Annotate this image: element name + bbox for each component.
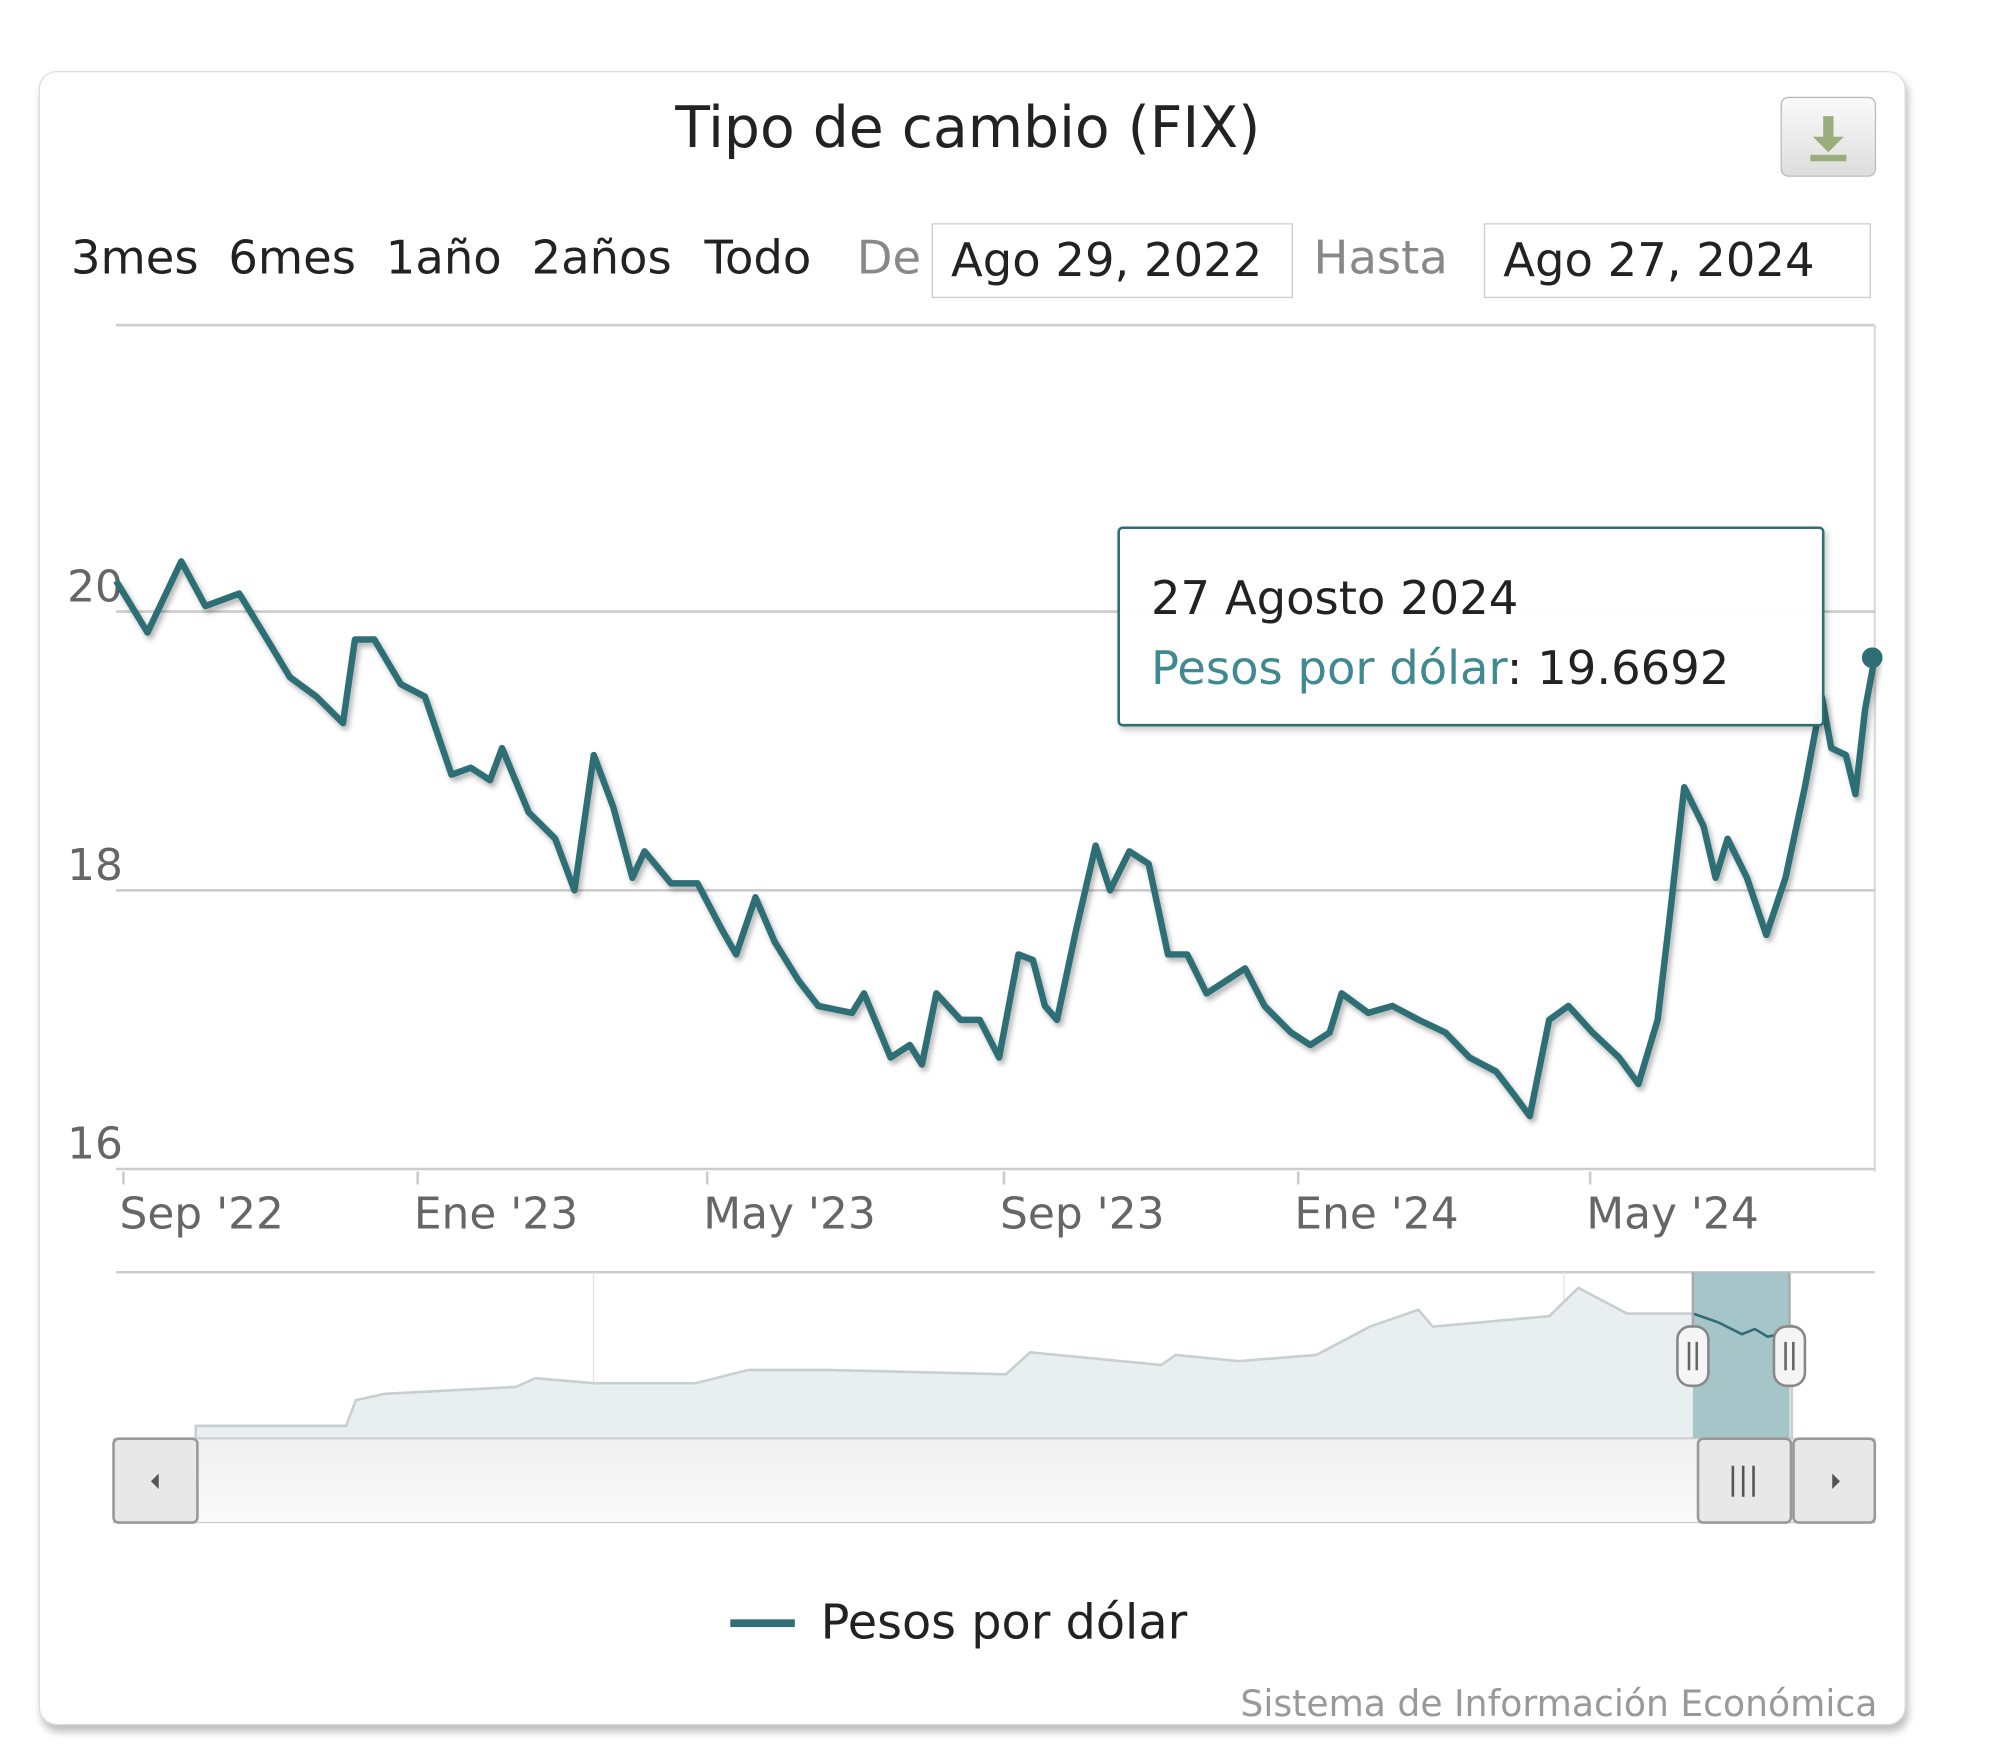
x-tick-label: Ene '24 [1294,1188,1458,1239]
tooltip-series-name: Pesos por dólar [1150,642,1507,696]
from-date-input[interactable]: Ago 29, 2022 [931,223,1293,299]
x-tick-label: May '23 [703,1188,875,1239]
arrow-left-icon [150,1473,159,1490]
hover-marker [1861,647,1883,669]
range-1ano-button[interactable]: 1año [385,232,502,286]
scrollbar-track[interactable] [112,1438,1876,1524]
legend-label: Pesos por dólar [820,1594,1188,1651]
to-date-input[interactable]: Ago 27, 2024 [1483,223,1871,299]
x-tick-label: May '24 [1586,1188,1758,1239]
from-label: De [856,232,922,286]
legend-swatch [730,1618,795,1627]
scrollbar-thumb[interactable] [1696,1437,1793,1524]
legend-item-pesos-por-dolar[interactable]: Pesos por dólar [730,1595,1187,1650]
range-3mes-button[interactable]: 3mes [70,232,199,286]
tooltip: 27 Agosto 2024 Pesos por dólar: 19.6692 [1117,526,1825,727]
arrow-right-icon [1832,1473,1840,1490]
grip-icon [1731,1465,1755,1497]
y-tick-label: 20 [67,561,123,612]
grip-icon [1687,1341,1699,1371]
tooltip-date: 27 Agosto 2024 [1150,572,1519,626]
navigator-left-handle[interactable] [1676,1272,1710,1388]
tooltip-colon: : [1506,642,1538,696]
scrollbar-left-button[interactable] [112,1437,199,1524]
navigator-selected-line [1692,1312,1790,1339]
range-6mes-button[interactable]: 6mes [228,232,356,286]
series-line-pesos-por-dolar [113,558,1878,1120]
grip-icon [1784,1341,1795,1371]
navigator-area [194,1286,1794,1440]
chart-title: Tipo de cambio (FIX) [675,95,1261,162]
tooltip-value: 19.6692 [1537,642,1730,696]
x-tick-label: Ene '23 [414,1188,578,1239]
x-tick-label: Sep '23 [1000,1188,1164,1239]
y-tick-label: 16 [67,1119,123,1170]
range-2anos-button[interactable]: 2años [531,232,672,286]
scrollbar-right-button[interactable] [1792,1437,1877,1524]
range-todo-button[interactable]: Todo [704,232,812,286]
x-tick-label: Sep '22 [119,1188,283,1239]
download-button[interactable] [1780,96,1877,177]
credits-link[interactable]: Sistema de Información Económica [1240,1682,1878,1726]
y-tick-label: 18 [67,840,123,891]
download-icon [1810,116,1847,162]
navigator-right-handle[interactable] [1772,1272,1807,1388]
to-label: Hasta [1313,232,1448,286]
